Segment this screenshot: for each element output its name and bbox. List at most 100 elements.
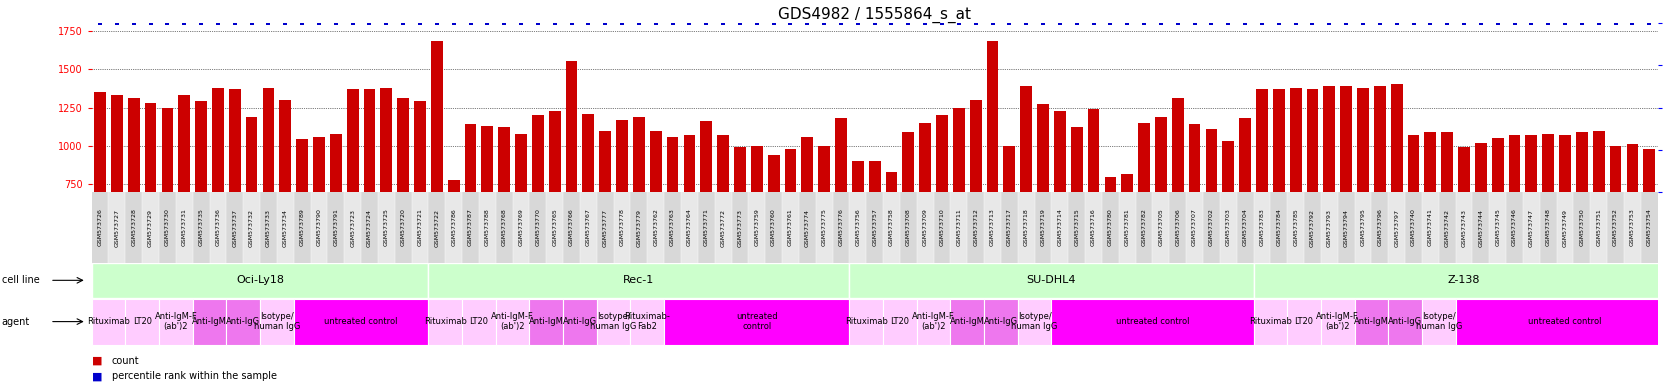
Point <box>693 20 720 26</box>
Text: Rituximab: Rituximab <box>423 317 466 326</box>
Point <box>946 20 973 26</box>
Text: agent: agent <box>2 316 30 327</box>
Bar <box>950 299 985 345</box>
Bar <box>600 131 611 192</box>
Point <box>911 20 938 26</box>
Point <box>676 20 703 26</box>
Text: GSM573754: GSM573754 <box>1646 209 1651 247</box>
Bar <box>461 299 496 345</box>
Bar <box>328 192 345 263</box>
Point <box>878 20 905 26</box>
Text: untreated control: untreated control <box>1528 317 1601 326</box>
Bar <box>297 139 308 192</box>
Text: GSM573744: GSM573744 <box>1478 209 1483 247</box>
Text: Isotype/
human IgG: Isotype/ human IgG <box>1416 312 1463 331</box>
Text: GSM573723: GSM573723 <box>350 209 355 247</box>
Text: GSM573703: GSM573703 <box>1226 209 1231 247</box>
Bar <box>613 192 630 263</box>
Point <box>1434 20 1461 26</box>
Bar <box>1489 192 1506 263</box>
Point <box>390 20 416 26</box>
Text: GSM573763: GSM573763 <box>670 209 675 247</box>
Bar <box>1018 299 1051 345</box>
Point <box>222 20 248 26</box>
Point <box>1098 20 1125 26</box>
Point <box>87 20 113 26</box>
Point <box>1266 20 1293 26</box>
Bar <box>596 192 613 263</box>
Bar <box>1321 192 1338 263</box>
Bar <box>481 126 493 192</box>
Bar <box>1543 134 1554 192</box>
Text: Anti-IgM-F
(ab')2: Anti-IgM-F (ab')2 <box>913 312 955 331</box>
Bar <box>1289 88 1301 192</box>
Point <box>491 20 518 26</box>
Bar <box>868 161 881 192</box>
Bar <box>412 192 428 263</box>
Bar <box>313 137 325 192</box>
Bar <box>648 192 665 263</box>
Point <box>1484 20 1511 26</box>
Bar <box>816 192 833 263</box>
Text: Anti-IgG: Anti-IgG <box>227 317 260 326</box>
Text: GSM573784: GSM573784 <box>1276 209 1281 247</box>
Bar <box>1509 135 1521 192</box>
Point <box>1569 20 1596 26</box>
Bar <box>580 192 596 263</box>
Text: GSM573710: GSM573710 <box>940 209 945 247</box>
Bar <box>886 172 898 192</box>
Text: Anti-IgM: Anti-IgM <box>1354 317 1389 326</box>
Bar <box>1088 109 1100 192</box>
Bar <box>1391 84 1403 192</box>
Bar <box>1608 192 1624 263</box>
Text: GSM573715: GSM573715 <box>1075 209 1080 247</box>
Text: GSM573779: GSM573779 <box>636 209 641 247</box>
Bar <box>1354 192 1371 263</box>
Text: GSM573766: GSM573766 <box>570 209 575 247</box>
Text: GSM573714: GSM573714 <box>1058 209 1063 247</box>
Bar <box>781 192 800 263</box>
Text: GSM573702: GSM573702 <box>1210 209 1215 247</box>
Bar <box>1153 192 1170 263</box>
Bar <box>1190 124 1201 192</box>
Bar <box>1641 192 1658 263</box>
Point <box>1349 20 1376 26</box>
Point <box>1283 20 1309 26</box>
Bar <box>633 117 645 192</box>
Bar <box>1321 299 1354 345</box>
Bar <box>1253 263 1666 298</box>
Bar <box>665 192 681 263</box>
Text: GSM573788: GSM573788 <box>485 209 490 247</box>
Point <box>1636 20 1663 26</box>
Bar <box>178 95 190 192</box>
Bar <box>1306 89 1318 192</box>
Text: count: count <box>112 356 140 366</box>
Text: GSM573735: GSM573735 <box>198 209 203 247</box>
Bar <box>1338 192 1354 263</box>
Point <box>1468 20 1494 26</box>
Bar <box>1539 192 1556 263</box>
Bar <box>883 299 916 345</box>
Bar <box>953 108 965 192</box>
Bar <box>362 192 378 263</box>
Point <box>643 20 670 26</box>
Bar <box>227 192 243 263</box>
Point <box>608 20 635 26</box>
Point <box>1586 20 1613 26</box>
Bar <box>195 101 207 192</box>
Point <box>1551 20 1578 26</box>
Bar <box>1256 89 1268 192</box>
Point <box>1198 20 1225 26</box>
Text: Isotype/
human IgG: Isotype/ human IgG <box>253 312 300 331</box>
Point <box>776 20 803 26</box>
Text: GSM573787: GSM573787 <box>468 209 473 247</box>
Bar <box>768 155 780 192</box>
Bar <box>210 192 227 263</box>
Text: GSM573765: GSM573765 <box>551 209 556 247</box>
Point <box>1115 20 1141 26</box>
Point <box>407 20 433 26</box>
Bar <box>1105 177 1116 192</box>
Text: untreated
control: untreated control <box>736 312 778 331</box>
Bar <box>1358 88 1369 192</box>
Text: GSM573782: GSM573782 <box>1141 209 1146 247</box>
